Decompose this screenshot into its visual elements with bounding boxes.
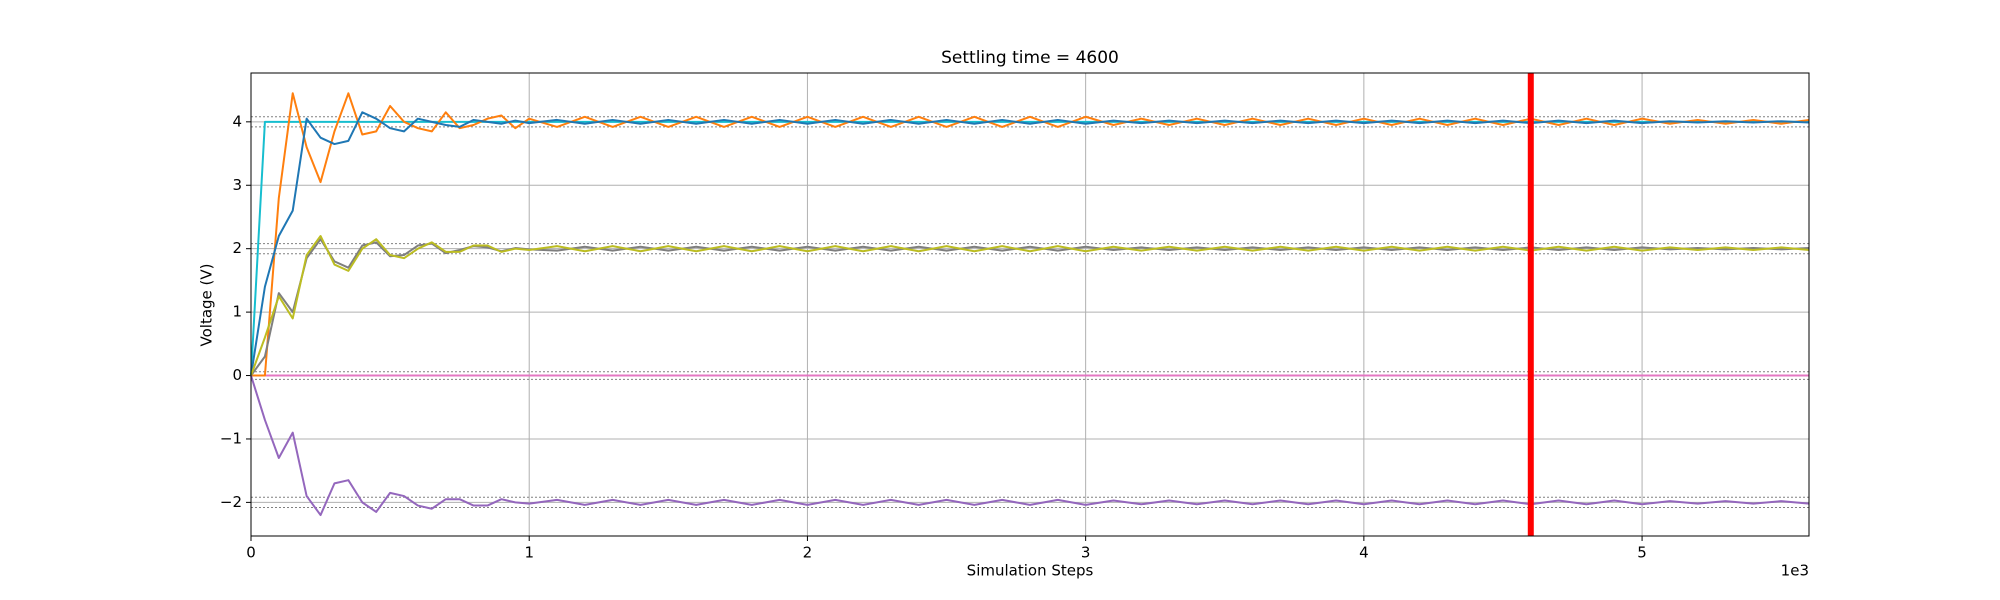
chart-title: Settling time = 4600 — [941, 48, 1119, 68]
y-tick-label: −1 — [220, 429, 242, 447]
y-tick-label: 0 — [232, 366, 242, 384]
series-line — [250, 238, 1810, 377]
x-offset-label: 1e3 — [1781, 562, 1809, 580]
series-line — [250, 235, 1810, 376]
x-axis-label: Simulation Steps — [967, 562, 1094, 580]
x-tick-label: 2 — [803, 544, 813, 562]
y-axis-label: Voltage (V) — [198, 264, 216, 347]
x-tick-label: 5 — [1637, 544, 1647, 562]
y-tick-label: 2 — [232, 239, 242, 257]
y-tick-label: −2 — [220, 493, 242, 511]
x-tick-label: 3 — [1081, 544, 1091, 562]
x-tick-label: 4 — [1359, 544, 1369, 562]
plot-frame — [250, 72, 1810, 537]
series-line — [250, 375, 1810, 517]
y-tick-label: 1 — [232, 303, 242, 321]
x-tick-label: 1 — [524, 544, 534, 562]
y-tick-label: 3 — [232, 176, 242, 194]
series-line — [250, 111, 1810, 376]
series-line — [251, 92, 1810, 377]
x-tick-label: 0 — [246, 544, 256, 562]
y-tick-label: 4 — [232, 112, 242, 130]
